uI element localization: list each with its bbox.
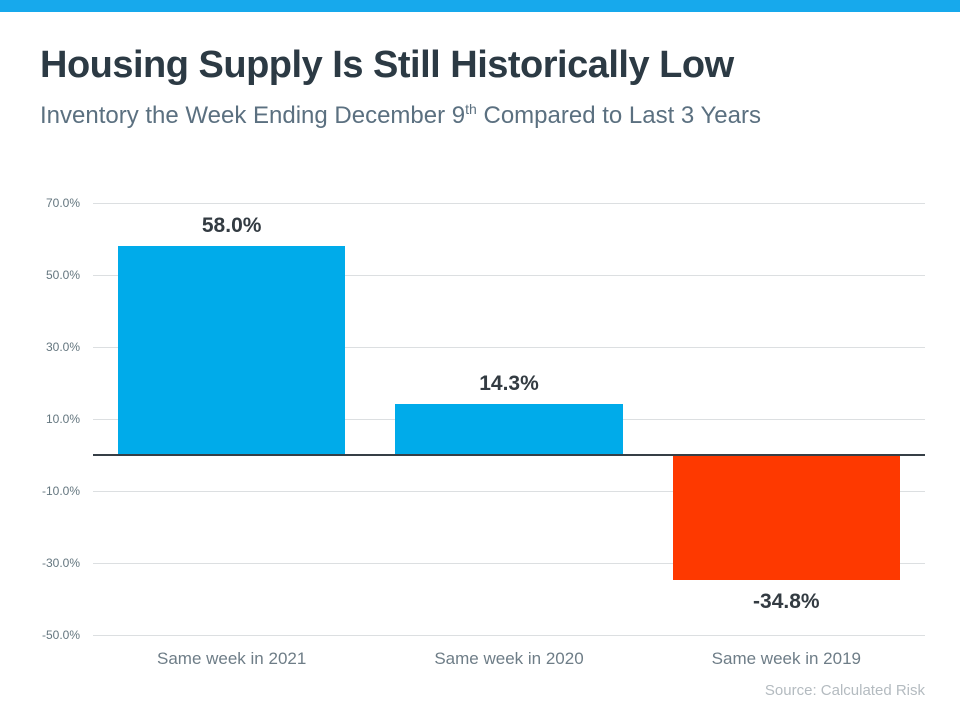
bar-value-label: 58.0% (201, 214, 262, 238)
y-tick-label: 10.0% (45, 412, 80, 426)
subtitle-ordinal-suffix: th (465, 101, 477, 117)
y-axis: 70.0% 50.0% 30.0% 10.0% -10.0% -30.0% -50.0% (0, 196, 85, 642)
y-tick-label: -10.0% (41, 483, 80, 498)
header-accent-bar (0, 0, 960, 12)
x-axis: Same week in 2021 Same week in 2020 Same w… (93, 649, 925, 675)
subtitle-text: Inventory the Week Ending December 9 (40, 102, 466, 129)
bar-value-label: -34.8% (753, 590, 820, 614)
gridline (93, 346, 925, 348)
y-tick-label: 70.0% (45, 196, 80, 210)
zero-axis-line (93, 454, 925, 456)
bar (672, 455, 901, 581)
gridline (93, 635, 925, 636)
page-subtitle: Inventory the Week Ending December 9th C… (40, 101, 761, 130)
source-attribution: Source: Calculated Risk (764, 682, 925, 699)
x-category-label: Same week in 2021 (156, 649, 307, 668)
x-category-label: Same week in 2019 (711, 649, 861, 668)
gridline (93, 563, 925, 564)
gridline (93, 490, 925, 492)
y-tick-label: 50.0% (45, 267, 80, 282)
page-title: Housing Supply Is Still Historically Low (40, 44, 734, 86)
bar (395, 403, 623, 455)
gridline (93, 203, 925, 204)
x-category-label: Same week in 2020 (434, 649, 584, 668)
gridline (93, 274, 925, 276)
y-tick-label: -50.0% (41, 628, 80, 642)
y-tick-label: 30.0% (45, 339, 80, 354)
bar (117, 246, 346, 455)
bar-value-label: 14.3% (479, 371, 539, 395)
plot-area: 58.0% 14.3% -34.8% (93, 203, 925, 636)
subtitle-text-tail: Compared to Last 3 Years (476, 102, 761, 129)
y-tick-label: -30.0% (41, 556, 80, 570)
